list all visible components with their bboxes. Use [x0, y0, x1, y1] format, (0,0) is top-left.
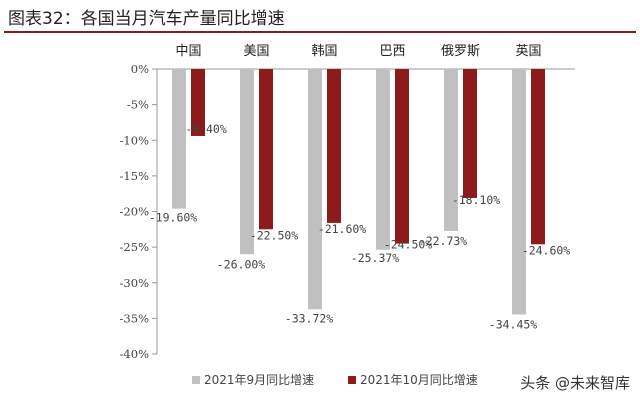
category-label: 美国 [243, 44, 269, 59]
y-tick-label: -20% [120, 205, 150, 219]
data-label-2021-09: -19.60% [149, 211, 198, 225]
category-label: 中国 [175, 44, 201, 59]
data-label-2021-09: -22.73% [419, 234, 468, 248]
y-tick-label: -35% [120, 311, 150, 325]
data-label-2021-10: -21.60% [318, 222, 367, 236]
bar-2021-10 [395, 69, 409, 244]
data-label-2021-10: -9.40% [185, 122, 227, 136]
bar-2021-09 [240, 69, 254, 255]
bar-2021-09 [444, 69, 458, 231]
category-label: 巴西 [379, 44, 405, 59]
y-tick-label: -25% [120, 240, 150, 254]
data-label-2021-10: -24.60% [522, 243, 571, 257]
bar-2021-10 [463, 69, 477, 198]
y-tick-label: -40% [120, 347, 150, 361]
data-label-2021-09: -25.37% [351, 251, 400, 265]
legend-swatch-2021-09 [192, 376, 200, 384]
bar-2021-10 [259, 69, 273, 230]
y-tick-label: -5% [127, 98, 149, 112]
category-label: 英国 [515, 44, 541, 59]
bar-2021-10 [191, 69, 205, 136]
legend-swatch-2021-10 [348, 376, 356, 384]
y-tick-label: -30% [120, 276, 150, 290]
legend-label-2021-09: 2021年9月同比增速 [204, 373, 314, 387]
bar-2021-09 [512, 69, 526, 315]
y-tick-label: -15% [120, 169, 150, 183]
title-divider [4, 31, 636, 33]
bar-2021-09 [308, 69, 322, 310]
y-tick-label: -10% [120, 133, 150, 147]
bar-2021-10 [531, 69, 545, 245]
data-label-2021-09: -26.00% [217, 257, 266, 271]
category-label: 俄罗斯 [441, 44, 480, 59]
data-label-2021-10: -22.50% [250, 228, 299, 242]
watermark: 头条 @未来智库 [520, 374, 630, 392]
bar-2021-09 [376, 69, 390, 250]
page-title: 图表32：各国当月汽车产量同比增速 [8, 9, 285, 29]
bar-2021-10 [327, 69, 341, 223]
y-tick-label: 0% [131, 62, 149, 76]
data-label-2021-09: -33.72% [285, 311, 334, 325]
data-label-2021-09: -34.45% [489, 317, 538, 331]
bar-2021-09 [172, 69, 186, 209]
data-label-2021-10: -18.10% [452, 193, 501, 207]
data-label-2021-10: -24.50% [384, 238, 433, 252]
legend-label-2021-10: 2021年10月同比增速 [360, 373, 478, 387]
category-label: 韩国 [311, 44, 337, 59]
